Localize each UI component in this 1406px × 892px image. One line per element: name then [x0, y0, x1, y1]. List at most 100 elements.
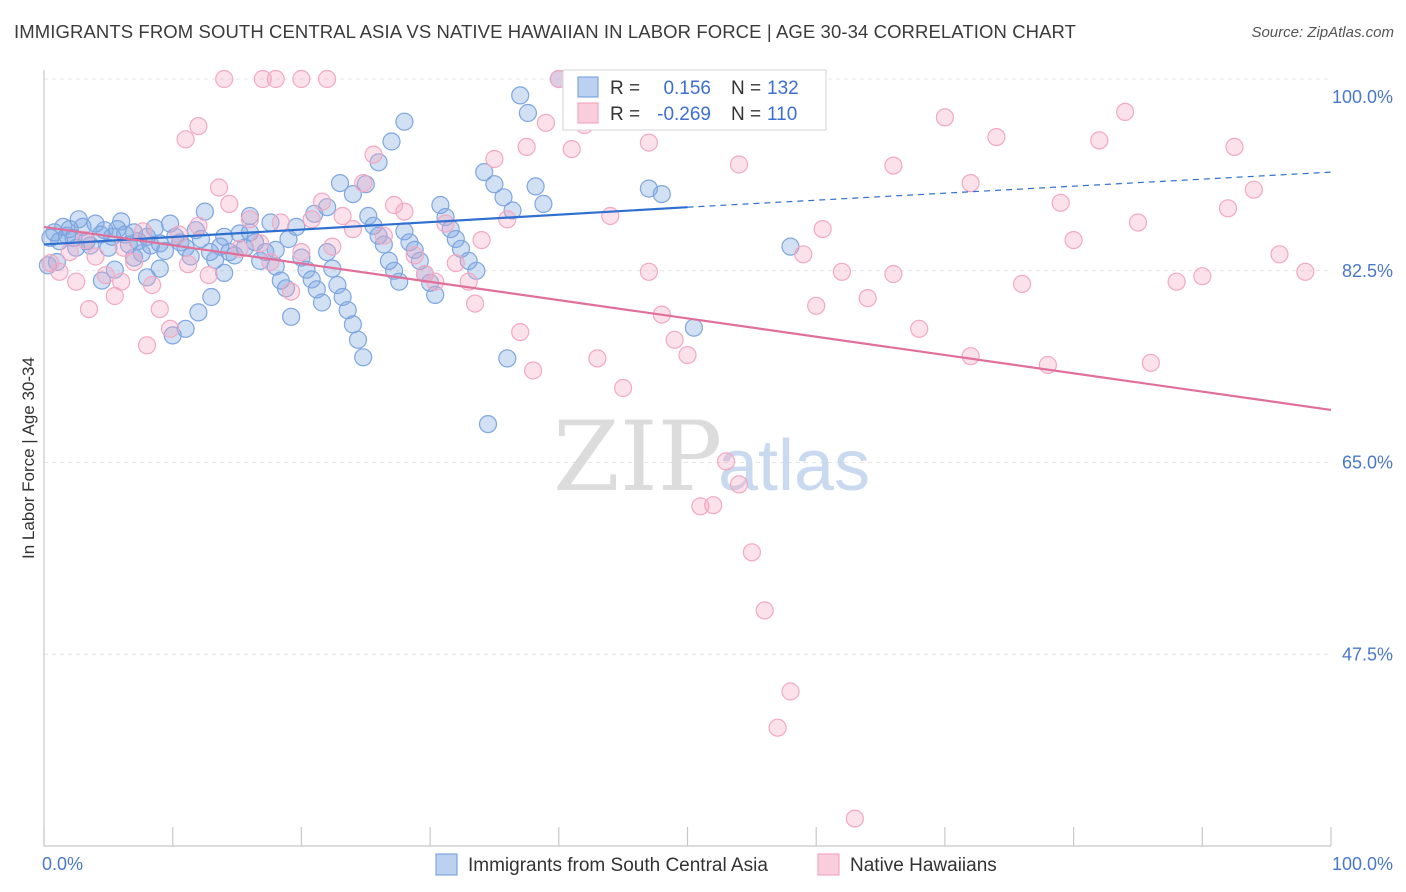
- x-ticks: [43, 827, 1332, 846]
- point-immigrants: [343, 315, 362, 334]
- point-hawaiians: [601, 206, 620, 226]
- point-hawaiians: [1193, 267, 1212, 286]
- point-hawaiians: [261, 252, 280, 272]
- point-immigrants: [348, 330, 368, 349]
- point-hawaiians: [498, 210, 517, 229]
- point-hawaiians: [343, 220, 362, 239]
- point-immigrants: [354, 348, 373, 367]
- point-hawaiians: [466, 294, 485, 313]
- point-hawaiians: [125, 252, 144, 272]
- point-immigrants: [382, 132, 401, 151]
- point-hawaiians: [312, 192, 332, 211]
- point-hawaiians: [240, 210, 259, 229]
- point-hawaiians: [807, 296, 826, 315]
- point-hawaiians: [67, 272, 86, 291]
- bottom-legend-label-blue: Immigrants from South Central Asia: [468, 855, 768, 876]
- point-hawaiians: [1128, 213, 1148, 232]
- y-tick-label: 47.5%: [1342, 644, 1393, 664]
- point-hawaiians: [302, 210, 321, 229]
- point-hawaiians: [1141, 353, 1160, 372]
- point-hawaiians: [794, 245, 813, 264]
- point-hawaiians: [76, 231, 95, 250]
- point-hawaiians: [161, 319, 180, 338]
- chart-source: Source: ZipAtlas.com: [1251, 24, 1394, 41]
- point-immigrants: [478, 415, 498, 434]
- point-hawaiians: [768, 718, 787, 737]
- point-immigrants: [276, 279, 296, 298]
- point-immigrants: [282, 307, 301, 326]
- point-immigrants: [518, 103, 538, 123]
- point-hawaiians: [1090, 131, 1109, 150]
- y-tick-label: 65.0%: [1342, 453, 1393, 473]
- point-immigrants: [426, 285, 445, 304]
- point-hawaiians: [395, 202, 414, 221]
- point-immigrants: [86, 214, 105, 233]
- point-hawaiians: [112, 272, 131, 291]
- point-hawaiians: [292, 69, 311, 89]
- point-hawaiians: [354, 174, 373, 193]
- point-immigrants: [302, 270, 321, 289]
- point-immigrants: [215, 263, 234, 282]
- point-hawaiians: [1064, 231, 1083, 250]
- bottom-legend-swatch-pink: [817, 853, 840, 876]
- y-tick-label: 100.0%: [1332, 87, 1393, 107]
- point-immigrants: [215, 227, 234, 246]
- point-hawaiians: [961, 347, 980, 366]
- point-immigrants: [99, 238, 118, 257]
- point-immigrants: [369, 226, 388, 245]
- series-hawaiians-points: [41, 69, 1315, 828]
- point-hawaiians: [150, 300, 169, 319]
- point-hawaiians: [961, 174, 980, 193]
- legend-swatch-pink: [577, 102, 599, 124]
- point-hawaiians: [292, 243, 311, 262]
- point-hawaiians: [716, 452, 736, 471]
- point-hawaiians: [220, 194, 239, 213]
- point-hawaiians: [323, 237, 342, 256]
- legend-swatch-blue: [577, 76, 599, 98]
- point-hawaiians: [588, 349, 607, 368]
- point-hawaiians: [742, 543, 762, 562]
- point-hawaiians: [199, 266, 218, 285]
- point-hawaiians: [935, 108, 955, 127]
- point-hawaiians: [729, 475, 749, 494]
- trend-line-hawaiians: [43, 225, 1332, 411]
- point-immigrants: [312, 293, 332, 312]
- point-immigrants: [150, 259, 169, 278]
- point-hawaiians: [114, 238, 133, 257]
- point-immigrants: [684, 318, 704, 337]
- point-hawaiians: [446, 254, 465, 273]
- point-immigrants: [202, 287, 221, 307]
- point-immigrants: [475, 163, 494, 182]
- point-hawaiians: [729, 155, 749, 174]
- point-hawaiians: [179, 255, 198, 274]
- point-hawaiians: [845, 809, 864, 828]
- bottom-legend-swatch-blue: [435, 853, 458, 876]
- watermark-atlas: atlas: [718, 426, 870, 506]
- y-tick-label: 82.5%: [1342, 261, 1393, 281]
- legend-n-label-pink: N =: [731, 104, 761, 125]
- legend-r-value-pink: -0.269: [657, 104, 711, 125]
- point-immigrants: [359, 206, 378, 226]
- watermark-zip: ZIP: [553, 401, 722, 513]
- point-hawaiians: [704, 496, 723, 515]
- point-immigrants: [330, 174, 350, 193]
- legend-r-label-pink: R =: [610, 104, 640, 125]
- point-hawaiians: [253, 69, 272, 89]
- point-immigrants: [446, 229, 465, 249]
- point-hawaiians: [170, 225, 189, 244]
- point-hawaiians: [134, 222, 153, 241]
- point-hawaiians: [86, 247, 105, 266]
- point-immigrants: [155, 241, 175, 261]
- point-hawaiians: [781, 682, 800, 701]
- point-hawaiians: [209, 178, 229, 197]
- legend-n-value-pink: 110: [767, 104, 797, 125]
- grid-lines: [44, 78, 1331, 655]
- point-hawaiians: [562, 140, 581, 159]
- point-hawaiians: [189, 116, 208, 136]
- point-hawaiians: [436, 214, 455, 233]
- point-hawaiians: [987, 128, 1006, 147]
- point-hawaiians: [665, 330, 684, 349]
- point-hawaiians: [813, 220, 832, 239]
- point-hawaiians: [1244, 180, 1263, 199]
